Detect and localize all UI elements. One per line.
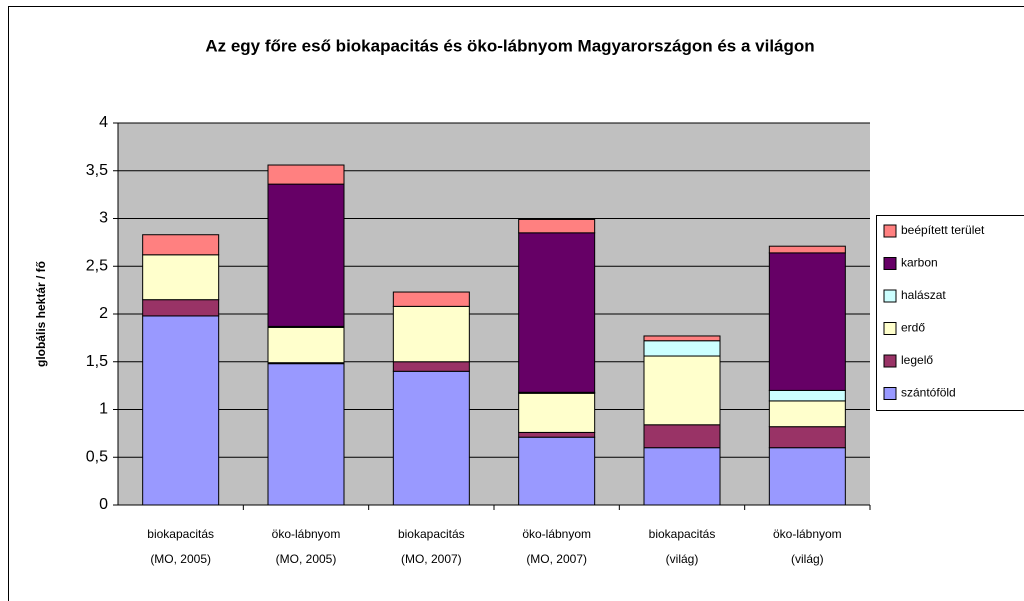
x-tick-label: öko-lábnyom <box>272 527 341 541</box>
x-tick-label: öko-lábnyom <box>522 527 591 541</box>
legend-label: halászat <box>901 288 946 302</box>
bar-segment <box>768 400 846 428</box>
chart-title: Az egy főre eső biokapacitás és öko-lábn… <box>205 36 814 55</box>
y-tick-label: 3,5 <box>86 162 108 179</box>
bar-segment <box>392 370 470 506</box>
bar-segment <box>267 164 345 185</box>
x-tick-label: (MO, 2005) <box>276 552 337 566</box>
legend-swatch <box>883 322 897 335</box>
bar-segment <box>392 305 470 363</box>
bar-segment <box>768 389 846 402</box>
legend-label: erdő <box>901 321 925 335</box>
bar-segment <box>142 315 220 506</box>
x-tick-label: biokapacitás <box>147 527 214 541</box>
legend-swatch <box>883 289 897 303</box>
bar-segment <box>267 183 345 327</box>
bar-segment <box>768 252 846 391</box>
bar-segment <box>392 291 470 307</box>
y-tick-label: 4 <box>99 114 108 131</box>
y-tick-label: 0 <box>99 496 108 513</box>
y-tick-label: 3 <box>99 210 108 227</box>
y-tick-label: 2,5 <box>86 257 108 274</box>
bar-segment <box>768 245 846 254</box>
x-tick-label: (világ) <box>666 552 699 566</box>
bar-segment <box>768 426 846 449</box>
legend-label: beépített terület <box>901 223 985 237</box>
bar-segment <box>518 431 596 438</box>
x-tick-label: (MO, 2007) <box>526 552 587 566</box>
x-tick-label: (MO, 2005) <box>150 552 211 566</box>
bar-segment <box>643 335 721 342</box>
y-tick-label: 0,5 <box>86 448 108 465</box>
y-tick-label: 2 <box>99 305 108 322</box>
bar-segment <box>392 361 470 372</box>
legend-label: karbon <box>901 256 938 270</box>
bar-segment <box>643 355 721 426</box>
x-tick-label: biokapacitás <box>649 527 716 541</box>
bar-segment <box>643 447 721 506</box>
legend-box <box>876 215 1024 411</box>
legend-swatch <box>883 257 897 270</box>
legend-swatch <box>883 224 897 238</box>
x-tick-label: biokapacitás <box>398 527 465 541</box>
bar-segment <box>768 447 846 506</box>
bar-segment <box>643 424 721 449</box>
bar-segment <box>142 299 220 317</box>
bar-segment <box>142 234 220 256</box>
bar-segment <box>267 326 345 364</box>
y-tick-label: 1,5 <box>86 353 108 370</box>
y-tick-label: 1 <box>99 401 108 418</box>
legend-label: szántóföld <box>901 386 956 400</box>
bar-segment <box>518 218 596 234</box>
y-axis-label: globális hektár / fő <box>34 261 48 367</box>
x-tick-label: öko-lábnyom <box>773 527 842 541</box>
bar-segment <box>142 254 220 301</box>
bar-segment <box>267 363 345 506</box>
legend-swatch <box>883 354 897 368</box>
bar-segment <box>643 340 721 357</box>
x-tick-label: (világ) <box>791 552 824 566</box>
x-tick-label: (MO, 2007) <box>401 552 462 566</box>
bar-segment <box>518 392 596 433</box>
legend-label: legelő <box>901 353 933 367</box>
bar-segment <box>518 436 596 506</box>
bar-segment <box>518 232 596 393</box>
legend-swatch <box>883 387 897 400</box>
